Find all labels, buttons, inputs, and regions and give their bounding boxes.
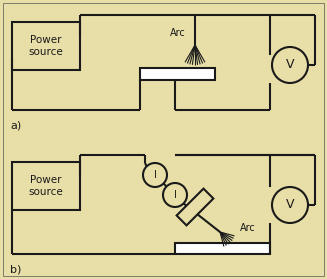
Circle shape <box>272 187 308 223</box>
Bar <box>177 189 214 225</box>
Text: I: I <box>174 190 177 200</box>
Text: V: V <box>286 59 294 71</box>
Text: b): b) <box>10 265 21 275</box>
Text: Arc: Arc <box>240 223 256 233</box>
Bar <box>140 68 215 80</box>
Text: V: V <box>286 198 294 211</box>
Text: a): a) <box>10 120 21 130</box>
Bar <box>12 162 80 210</box>
Circle shape <box>272 47 308 83</box>
Circle shape <box>143 163 167 187</box>
Bar <box>175 243 270 254</box>
Text: Power
source: Power source <box>29 35 63 57</box>
Bar <box>12 22 80 70</box>
Circle shape <box>163 183 187 207</box>
Text: Power
source: Power source <box>29 175 63 197</box>
Text: Arc: Arc <box>170 28 186 38</box>
Text: I: I <box>154 170 156 180</box>
